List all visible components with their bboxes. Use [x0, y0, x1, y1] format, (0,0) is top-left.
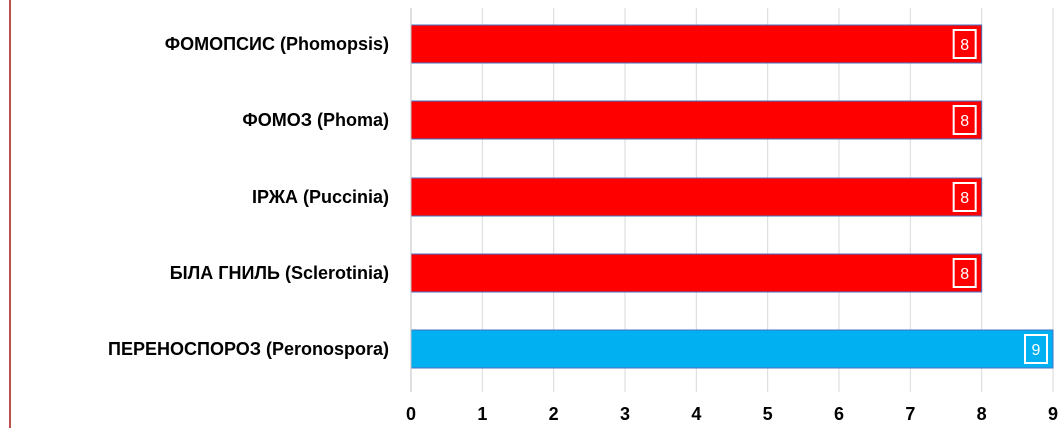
data-label-2: 8: [960, 190, 969, 207]
data-label-3: 8: [960, 266, 969, 283]
bar-4: [410, 329, 1054, 369]
category-label-3: БІЛА ГНИЛЬ (Sclerotinia): [170, 263, 389, 283]
x-tick-label-8: 8: [977, 404, 987, 424]
data-label-0: 8: [960, 37, 969, 54]
x-tick-label-7: 7: [905, 404, 915, 424]
x-tick-label-4: 4: [691, 404, 701, 424]
category-label-1: ФОМОЗ (Phoma): [242, 110, 389, 130]
bar-3: [410, 253, 983, 293]
x-tick-label-2: 2: [549, 404, 559, 424]
x-tick-label-9: 9: [1048, 404, 1058, 424]
data-label-box-2: [952, 182, 977, 212]
data-label-box-4: [1024, 334, 1048, 364]
x-tick-label-5: 5: [763, 404, 773, 424]
x-tick-label-1: 1: [477, 404, 487, 424]
frame-border-line: [9, 0, 11, 428]
category-label-2: ІРЖА (Puccinia): [252, 187, 389, 207]
data-label-box-1: [952, 105, 977, 135]
bar-2: [410, 177, 983, 217]
x-tick-label-3: 3: [620, 404, 630, 424]
data-label-box-3: [952, 258, 977, 288]
x-tick-label-6: 6: [834, 404, 844, 424]
bar-0: [410, 24, 983, 64]
data-label-box-0: [952, 29, 977, 59]
bar-1: [410, 100, 983, 140]
data-label-4: 9: [1032, 342, 1041, 359]
x-tick-label-0: 0: [406, 404, 416, 424]
data-label-1: 8: [960, 113, 969, 130]
category-label-4: ПЕРЕНОСПОРОЗ (Peronospora): [108, 339, 389, 359]
category-label-0: ФОМОПСИС (Phomopsis): [165, 34, 389, 54]
